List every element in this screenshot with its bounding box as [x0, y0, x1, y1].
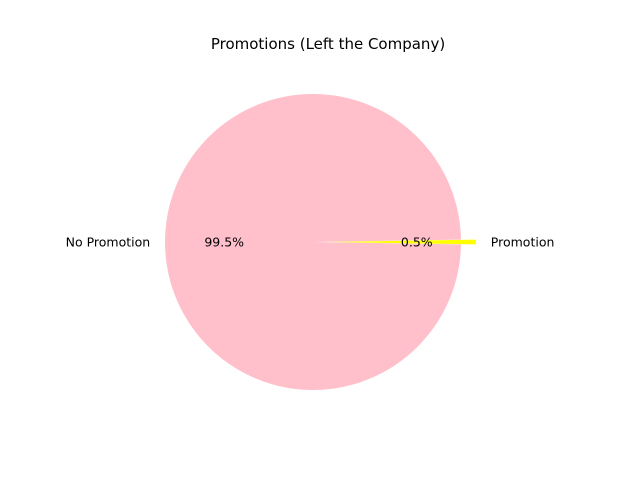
pie-slice-promotion — [328, 239, 476, 245]
pie-pct-label: 0.5% — [401, 235, 433, 250]
chart-title: Promotions (Left the Company) — [211, 35, 445, 53]
pie-slice-no-promotion — [165, 94, 461, 391]
pie-slices — [165, 94, 476, 391]
pie-category-label: No Promotion — [66, 235, 151, 250]
pie-labels: 99.5% No Promotion 0.5% Promotion — [66, 235, 555, 250]
pie-category-label: Promotion — [491, 235, 555, 250]
pie-pct-label: 99.5% — [204, 235, 244, 250]
